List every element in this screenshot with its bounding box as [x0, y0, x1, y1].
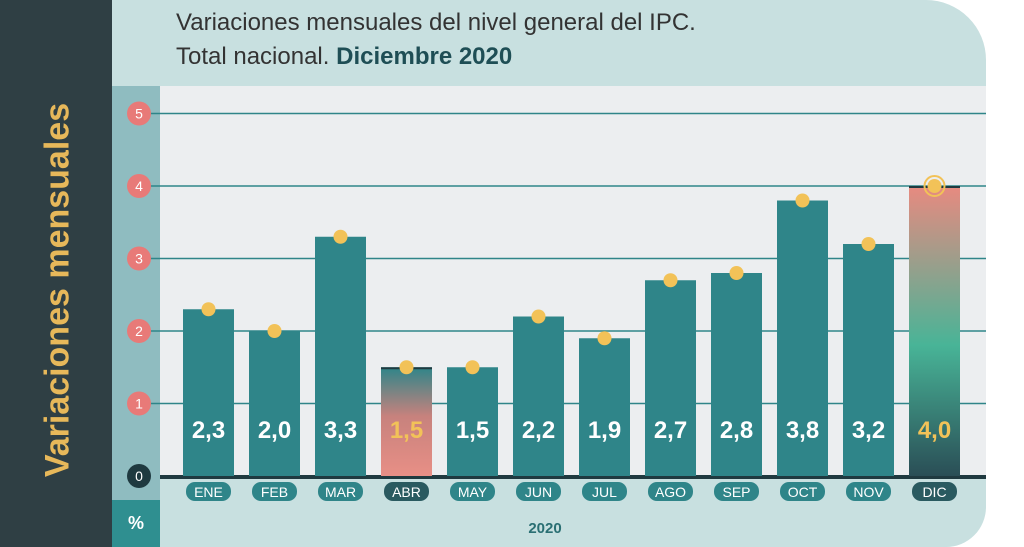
bar-may [447, 367, 498, 476]
y-tick-label: 0 [135, 468, 143, 484]
x-tick-label: NOV [853, 484, 884, 500]
y-tick-label: 3 [135, 251, 143, 267]
y-tick-label: 5 [135, 106, 143, 122]
bar-jun [513, 316, 564, 476]
title-line-2: Total nacional. Diciembre 2020 [176, 40, 696, 74]
y-tick-label: 1 [135, 396, 143, 412]
bar-mar [315, 236, 366, 476]
title-line-2-emphasis: Diciembre 2020 [336, 43, 513, 70]
y-tick-badge [127, 464, 151, 488]
x-tick-label: MAR [325, 484, 356, 500]
y-tick-badge [127, 391, 151, 416]
bar-dot-feb [267, 324, 282, 338]
bar-dot-abr [399, 360, 414, 375]
bar-feb [249, 331, 300, 476]
y-tick-label: 2 [135, 323, 143, 339]
bar-sep [711, 273, 762, 476]
y-tick-label: 4 [135, 178, 143, 194]
y-tick-badge [127, 101, 151, 126]
y-tick-badge [127, 174, 151, 198]
x-tick-label: MAY [458, 484, 488, 500]
bar-dot-sep [729, 266, 744, 280]
bar-dic [909, 186, 960, 476]
x-axis-line [160, 475, 986, 479]
x-tick-pill [912, 482, 957, 501]
bar-nov [843, 244, 894, 476]
data-label-jul: 1,9 [588, 417, 621, 444]
x-tick-pill [648, 482, 693, 501]
bar-dot-may [465, 360, 480, 375]
data-label-sep: 2,8 [720, 417, 753, 444]
title-line-2-prefix: Total nacional. [176, 43, 330, 70]
bar-ago [645, 280, 696, 476]
x-tick-label: ABR [392, 484, 421, 500]
x-tick-pill [384, 482, 429, 501]
data-label-jun: 2,2 [522, 417, 555, 444]
bar-dot-jul [597, 331, 612, 346]
x-tick-label: AGO [655, 484, 686, 500]
data-label-mar: 3,3 [324, 417, 357, 444]
x-tick-label: ENE [194, 484, 223, 500]
title-line-1: Variaciones mensuales del nivel general … [176, 9, 696, 36]
bar-abr [381, 367, 432, 476]
x-tick-pill [318, 482, 363, 501]
x-tick-pill [714, 482, 759, 501]
x-tick-label: DIC [922, 484, 946, 500]
highlight-ring [923, 175, 946, 197]
chart-title: Variaciones mensuales del nivel general … [176, 6, 696, 74]
data-label-ago: 2,7 [654, 417, 687, 444]
bar-dot-dic [927, 179, 942, 193]
x-tick-pill [582, 482, 627, 501]
bar-dot-oct [795, 193, 810, 208]
x-tick-label: FEB [261, 484, 288, 500]
y-tick-badge [127, 246, 151, 271]
data-label-oct: 3,8 [786, 417, 819, 444]
bar-dot-ene [201, 302, 216, 317]
data-label-dic: 4,0 [918, 417, 951, 444]
bar-jul [579, 338, 630, 476]
data-label-may: 1,5 [456, 417, 489, 444]
bar-oct [777, 200, 828, 476]
bar-dot-nov [861, 237, 876, 251]
x-tick-pill [516, 482, 561, 501]
x-tick-label: SEP [722, 484, 750, 500]
data-label-feb: 2,0 [258, 417, 291, 444]
y-tick-badge [127, 319, 151, 343]
data-label-nov: 3,2 [852, 417, 885, 444]
bar-dot-jun [531, 309, 546, 324]
data-label-abr: 1,5 [390, 417, 423, 444]
bar-ene [183, 309, 234, 476]
unit-label: % [112, 500, 160, 547]
x-tick-label: JUN [525, 484, 552, 500]
bar-dot-mar [333, 229, 348, 244]
data-label-ene: 2,3 [192, 417, 225, 444]
x-tick-label: OCT [788, 484, 818, 500]
bar-dot-ago [663, 273, 678, 288]
x-tick-pill [846, 482, 891, 501]
x-tick-pill [450, 482, 495, 501]
x-tick-pill [186, 482, 231, 501]
x-tick-pill [252, 482, 297, 501]
x-axis-title: 2020 [528, 520, 562, 537]
x-tick-pill [780, 482, 825, 501]
x-tick-label: JUL [592, 484, 617, 500]
sidebar: Variaciones mensuales [0, 0, 112, 547]
